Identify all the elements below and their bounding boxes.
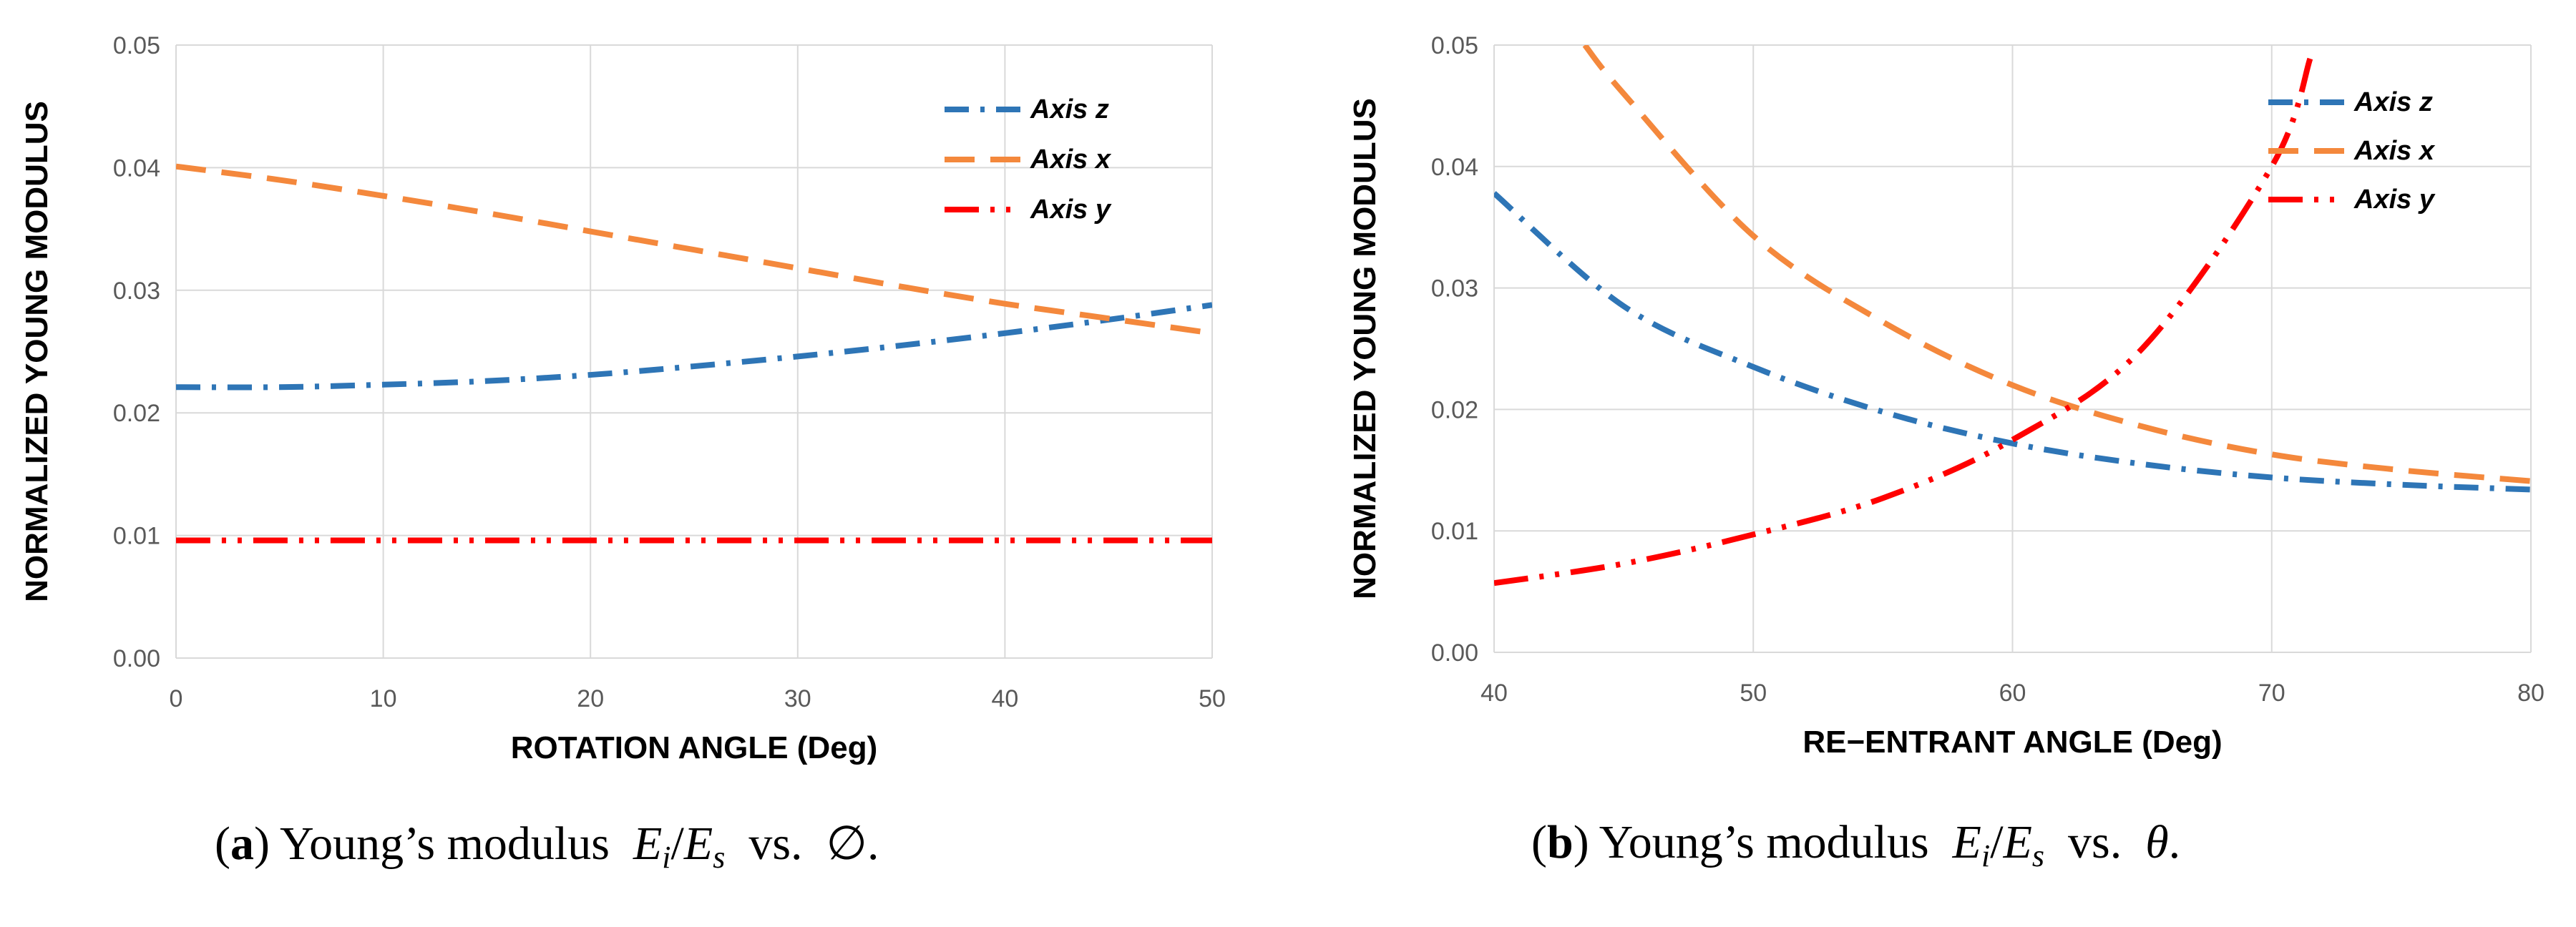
series-group (1494, 45, 2531, 587)
series-line-axis-z (1494, 191, 2531, 493)
legend-label: Axis z (2353, 87, 2433, 117)
caption-a-vs: vs. (748, 818, 803, 870)
series-group (176, 163, 1212, 544)
caption-a-slash: / (670, 818, 684, 870)
caption-b-e1: E (1952, 816, 1981, 868)
x-tick-label: 0 (170, 685, 183, 712)
series-line-axis-x (176, 163, 1212, 336)
x-axis-title: RE−ENTRANT ANGLE (Deg) (1802, 725, 2222, 760)
chart-rotation-angle: 0.00 0.01 0.02 0.03 0.04 0.05 0 10 20 30 40 50 ROTAT… (19, 32, 1226, 765)
x-axis-title: ROTATION ANGLE (Deg) (511, 730, 877, 765)
x-tick-label: 70 (2258, 680, 2285, 707)
y-tick-label: 0.04 (113, 154, 160, 182)
y-axis-title: NORMALIZED YOUNG MODULUS (19, 101, 54, 602)
caption-a-text: Young’s modulus (280, 818, 610, 870)
legend-label: Axis x (1030, 144, 1112, 175)
series-line-axis-y (1494, 56, 2313, 587)
y-tick-label: 0.02 (113, 400, 160, 427)
series-line-axis-x (1582, 45, 2531, 484)
caption-b-var: θ (2145, 816, 2169, 868)
y-tick-label: 0.04 (1431, 154, 1478, 181)
x-tick-label: 50 (1199, 685, 1226, 712)
x-tick-label: 60 (1999, 680, 2026, 707)
y-tick-label: 0.03 (113, 278, 160, 305)
caption-b: (b) Young’s modulus Ei/Es vs. θ. (1531, 816, 2181, 873)
chart-re-entrant-angle: 0.00 0.01 0.02 0.03 0.04 0.05 40 50 60 70 80 RE−ENT… (1347, 32, 2545, 760)
caption-b-sub2: s (2031, 838, 2045, 873)
y-axis-title: NORMALIZED YOUNG MODULUS (1347, 98, 1382, 599)
y-tick-label: 0.00 (1431, 639, 1478, 667)
caption-b-label: b (1546, 816, 1574, 868)
y-tick-label: 0.03 (1431, 275, 1478, 303)
legend-label: Axis z (1030, 94, 1109, 124)
caption-b-sub1: i (1981, 838, 1991, 873)
x-tick-label: 20 (577, 685, 604, 712)
x-tick-label: 80 (2517, 680, 2545, 707)
x-tick-label: 50 (1740, 680, 1767, 707)
legend-label: Axis y (1030, 195, 1112, 225)
x-tick-label: 10 (370, 685, 397, 712)
caption-a-sub2: s (713, 840, 726, 875)
y-tick-label: 0.01 (113, 523, 160, 550)
caption-a-e2: E (683, 818, 713, 870)
caption-b-e2: E (2003, 816, 2032, 868)
y-tick-label: 0.01 (1431, 518, 1478, 545)
caption-a-label: a (230, 818, 254, 870)
y-tick-label: 0.02 (1431, 396, 1478, 423)
caption-b-text: Young’s modulus (1599, 816, 1929, 868)
caption-a: (a) Young’s modulus Ei/Es vs. ∅. (215, 818, 879, 875)
caption-b-end: . (2168, 816, 2181, 868)
legend-label: Axis y (2353, 185, 2436, 215)
series-line-axis-z (176, 302, 1212, 391)
y-tick-label: 0.05 (1431, 32, 1478, 59)
caption-a-var: ∅ (826, 818, 868, 870)
caption-a-e1: E (633, 818, 663, 870)
legend-label: Axis x (2353, 136, 2436, 166)
x-tick-label: 40 (1480, 680, 1508, 707)
y-tick-label: 0.00 (113, 645, 160, 672)
caption-a-sub1: i (662, 840, 671, 875)
caption-b-slash: / (1990, 816, 2004, 868)
x-tick-label: 40 (991, 685, 1018, 712)
y-tick-label: 0.05 (113, 32, 160, 59)
caption-a-end: . (867, 818, 879, 870)
x-tick-label: 30 (784, 685, 811, 712)
caption-b-vs: vs. (2068, 816, 2122, 868)
